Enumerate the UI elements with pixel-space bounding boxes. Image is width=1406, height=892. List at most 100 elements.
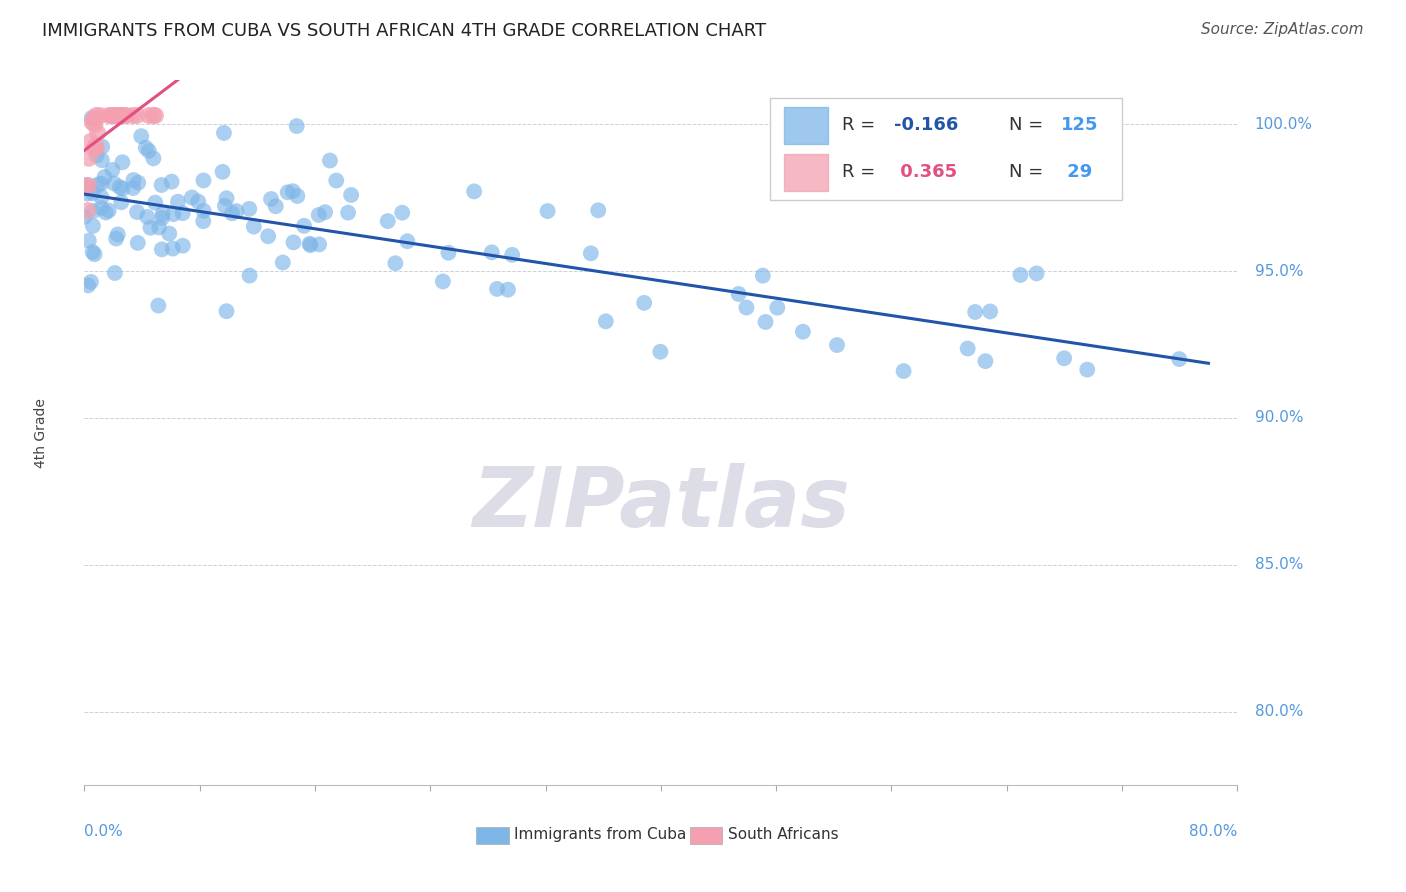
Point [432,275,454,289]
Text: R =: R = [842,163,880,181]
Point [486,282,509,296]
Point [238,202,260,216]
Point [150,211,173,225]
Point [79,135,101,149]
Point [90,177,112,191]
Point [633,296,655,310]
Point [101,109,124,123]
Text: South Africans: South Africans [728,828,838,842]
Point [104,109,127,123]
Point [283,235,305,250]
Text: 90.0%: 90.0% [1254,410,1303,425]
Point [111,155,134,169]
Point [108,180,131,194]
Point [152,207,174,221]
Point [1076,362,1098,376]
Text: IMMIGRANTS FROM CUBA VS SOUTH AFRICAN 4TH GRADE CORRELATION CHART: IMMIGRANTS FROM CUBA VS SOUTH AFRICAN 4T… [42,22,766,40]
Point [110,109,132,123]
Point [86,141,108,155]
Point [956,342,979,356]
Point [136,210,159,224]
Point [110,195,132,210]
Point [214,199,236,213]
Point [391,205,413,219]
Point [100,109,122,123]
Point [536,204,558,219]
Point [77,234,100,248]
Point [257,229,280,244]
Text: 95.0%: 95.0% [1254,264,1303,278]
Point [260,192,283,206]
Point [501,248,523,262]
Point [299,238,322,252]
Point [75,179,97,194]
Point [83,118,105,132]
Point [384,256,406,270]
Bar [690,827,721,844]
Text: 80.0%: 80.0% [1189,823,1237,838]
Point [187,194,209,209]
Bar [477,827,509,844]
Point [75,178,97,192]
Point [766,301,789,315]
Point [139,220,162,235]
Text: ZIPatlas: ZIPatlas [472,463,849,543]
Point [121,109,143,123]
Point [90,190,112,204]
Point [1168,352,1191,367]
Point [215,304,238,318]
Point [157,227,180,241]
Point [727,287,749,301]
Point [314,205,336,219]
Point [308,208,330,222]
Point [127,176,149,190]
Point [110,109,132,123]
Point [84,109,107,123]
Point [97,203,120,218]
Point [82,219,104,233]
Point [377,214,399,228]
Text: 100.0%: 100.0% [1254,117,1313,132]
Point [148,299,170,313]
Point [87,178,110,192]
Point [105,231,128,245]
Point [114,109,136,123]
Point [129,129,152,144]
Point [167,194,190,209]
Point [325,173,347,187]
Point [285,189,308,203]
Point [122,173,145,187]
Point [211,165,233,179]
Point [83,247,105,261]
Point [337,205,360,219]
Point [82,186,104,201]
Point [281,184,304,198]
Point [138,144,160,158]
Point [80,275,103,289]
Point [215,191,238,205]
Point [308,237,330,252]
Point [340,188,363,202]
Point [73,210,96,224]
Text: Source: ZipAtlas.com: Source: ZipAtlas.com [1201,22,1364,37]
Point [481,245,503,260]
Point [193,173,215,187]
Point [437,245,460,260]
Point [752,268,775,283]
Point [111,181,134,195]
Point [75,181,97,195]
Point [893,364,915,378]
Text: R =: R = [842,117,880,135]
Point [1025,267,1047,281]
Point [101,163,124,178]
Point [150,178,173,192]
Point [298,236,321,251]
Point [496,283,519,297]
Point [825,338,848,352]
Point [579,246,602,260]
Point [77,178,100,193]
Text: 0.365: 0.365 [894,163,957,181]
Point [89,109,111,123]
Point [127,235,149,250]
Point [91,139,114,153]
